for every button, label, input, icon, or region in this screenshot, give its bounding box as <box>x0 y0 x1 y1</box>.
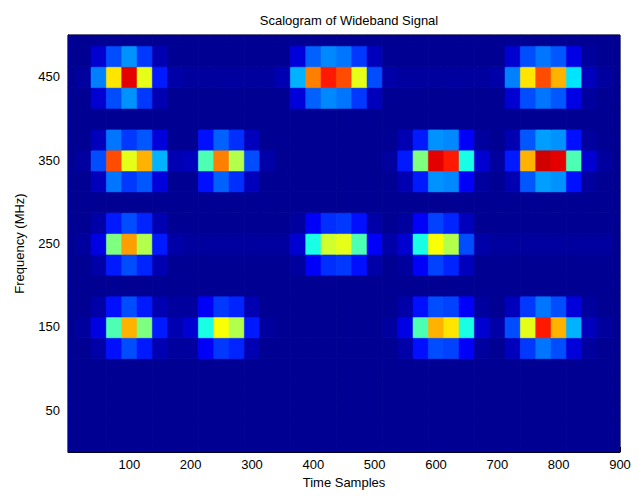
svg-text:700: 700 <box>486 457 508 472</box>
svg-text:350: 350 <box>38 153 60 168</box>
svg-text:Time Samples: Time Samples <box>303 475 386 490</box>
svg-text:300: 300 <box>241 457 263 472</box>
svg-text:100: 100 <box>118 457 140 472</box>
svg-text:600: 600 <box>425 457 447 472</box>
svg-text:800: 800 <box>548 457 570 472</box>
svg-text:Scalogram of Wideband Signal: Scalogram of Wideband Signal <box>260 13 439 28</box>
svg-text:Frequency (MHz): Frequency (MHz) <box>12 193 27 293</box>
svg-text:50: 50 <box>46 403 60 418</box>
svg-text:400: 400 <box>302 457 324 472</box>
svg-text:200: 200 <box>180 457 202 472</box>
svg-text:500: 500 <box>364 457 386 472</box>
svg-text:450: 450 <box>38 69 60 84</box>
svg-text:150: 150 <box>38 319 60 334</box>
svg-text:250: 250 <box>38 236 60 251</box>
svg-text:900: 900 <box>609 457 631 472</box>
